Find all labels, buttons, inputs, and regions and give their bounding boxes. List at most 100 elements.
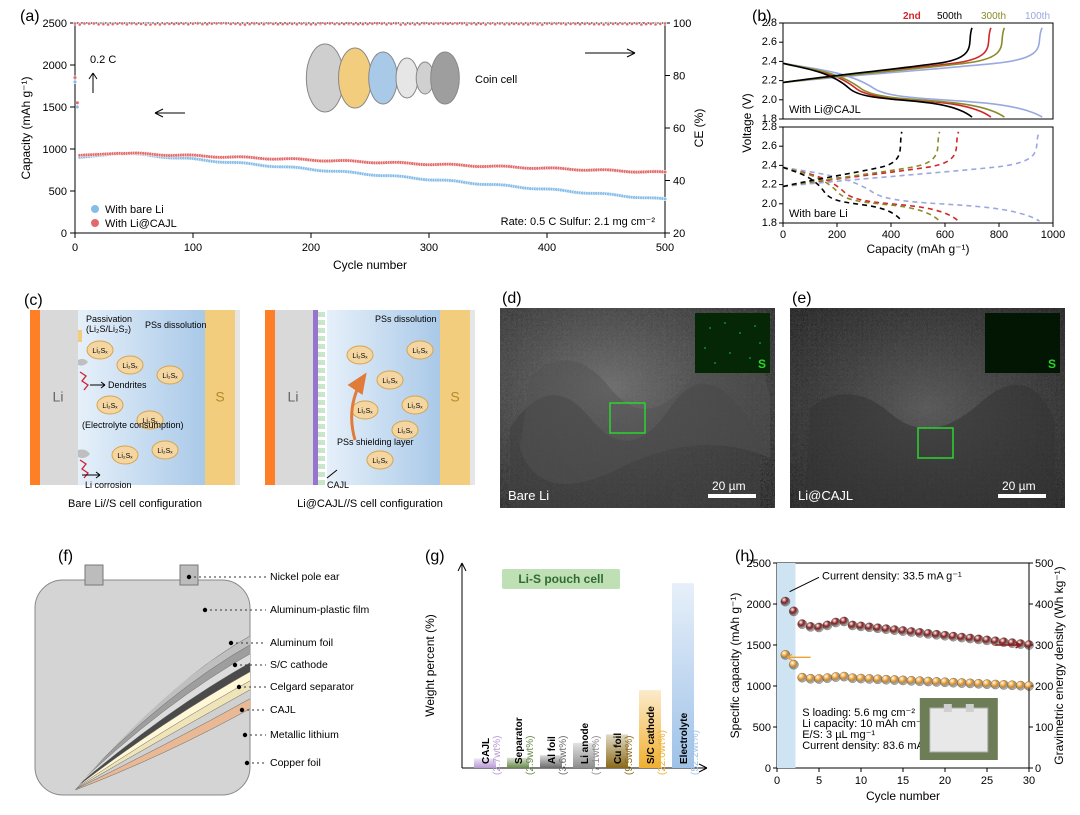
svg-text:(2.9wt%): (2.9wt%) bbox=[525, 736, 536, 775]
svg-text:Dendrites: Dendrites bbox=[108, 380, 147, 390]
svg-text:400: 400 bbox=[882, 229, 900, 241]
svg-text:Li₂Sₓ: Li₂Sₓ bbox=[92, 348, 108, 355]
svg-text:Al foil: Al foil bbox=[547, 736, 558, 764]
svg-text:100: 100 bbox=[673, 18, 691, 30]
svg-text:40: 40 bbox=[673, 176, 685, 188]
panel-b-chart: 1.82.02.22.42.62.8With Li@CAJL1.82.02.22… bbox=[735, 5, 1075, 280]
svg-text:CAJL: CAJL bbox=[327, 480, 349, 490]
svg-text:Specific capacity (mAh g⁻¹): Specific capacity (mAh g⁻¹) bbox=[728, 593, 742, 739]
svg-text:0: 0 bbox=[765, 763, 771, 775]
svg-text:Current density: 33.5 mA g⁻¹: Current density: 33.5 mA g⁻¹ bbox=[822, 570, 962, 582]
panel-f-label: (f) bbox=[58, 548, 73, 566]
svg-text:Li: Li bbox=[53, 389, 64, 405]
svg-text:Gravimetric energy density (Wh: Gravimetric energy density (Wh kg⁻¹) bbox=[1052, 566, 1066, 764]
svg-text:(3.6wt%): (3.6wt%) bbox=[558, 736, 569, 775]
svg-text:Voltage (V): Voltage (V) bbox=[740, 93, 754, 152]
svg-text:1000: 1000 bbox=[747, 681, 771, 693]
svg-text:Li₂Sₓ: Li₂Sₓ bbox=[397, 428, 413, 435]
svg-text:5: 5 bbox=[816, 775, 822, 787]
svg-text:500: 500 bbox=[1035, 558, 1053, 570]
svg-text:2000: 2000 bbox=[43, 60, 67, 72]
svg-text:S/C cathode: S/C cathode bbox=[646, 706, 657, 764]
panel-h-chart: 0510152025300500100015002000250001002003… bbox=[725, 545, 1075, 810]
svg-text:2.8: 2.8 bbox=[762, 121, 777, 133]
svg-text:2.4: 2.4 bbox=[762, 159, 777, 171]
svg-text:Rate: 0.5 C Sulfur: 2.1 mg cm: Rate: 0.5 C Sulfur: 2.1 mg cm⁻² bbox=[501, 216, 656, 228]
svg-text:100: 100 bbox=[1035, 722, 1053, 734]
svg-text:1.8: 1.8 bbox=[762, 217, 777, 229]
svg-text:With bare Li: With bare Li bbox=[789, 208, 848, 220]
svg-text:20 µm: 20 µm bbox=[1002, 479, 1036, 493]
svg-text:Li₂Sₓ: Li₂Sₓ bbox=[407, 403, 423, 410]
panel-d-sem: S Bare Li 20 µm bbox=[500, 308, 775, 508]
svg-text:(22.0wt%): (22.0wt%) bbox=[657, 730, 668, 775]
svg-text:Copper foil: Copper foil bbox=[270, 757, 321, 769]
panel-g-label: (g) bbox=[425, 548, 445, 566]
svg-text:2.4: 2.4 bbox=[762, 55, 777, 67]
svg-text:1000: 1000 bbox=[43, 144, 67, 156]
svg-text:200: 200 bbox=[302, 242, 320, 254]
svg-text:300th: 300th bbox=[981, 11, 1006, 22]
svg-text:S: S bbox=[758, 357, 766, 371]
svg-text:Bare Li//S cell configuration: Bare Li//S cell configuration bbox=[68, 498, 202, 510]
svg-text:Capacity (mAh g⁻¹): Capacity (mAh g⁻¹) bbox=[866, 242, 969, 256]
svg-text:200: 200 bbox=[1035, 681, 1053, 693]
svg-text:20 µm: 20 µm bbox=[712, 479, 746, 493]
svg-text:400: 400 bbox=[538, 242, 556, 254]
panel-a-label: (a) bbox=[20, 8, 40, 26]
svg-text:1500: 1500 bbox=[43, 102, 67, 114]
svg-text:Cycle number: Cycle number bbox=[866, 789, 940, 803]
svg-text:Aluminum foil: Aluminum foil bbox=[270, 637, 333, 649]
panel-b-label: (b) bbox=[752, 8, 772, 26]
svg-text:Li corrosion: Li corrosion bbox=[85, 480, 132, 490]
svg-text:400: 400 bbox=[1035, 599, 1053, 611]
svg-text:60: 60 bbox=[673, 123, 685, 135]
svg-text:Aluminum-plastic film: Aluminum-plastic film bbox=[270, 604, 369, 616]
svg-text:200: 200 bbox=[828, 229, 846, 241]
svg-text:1000: 1000 bbox=[1041, 229, 1065, 241]
svg-text:500: 500 bbox=[656, 242, 674, 254]
svg-text:CE (%): CE (%) bbox=[692, 109, 706, 148]
svg-text:2.6: 2.6 bbox=[762, 36, 777, 48]
svg-text:Capacity (mAh g⁻¹): Capacity (mAh g⁻¹) bbox=[19, 76, 33, 179]
svg-text:300: 300 bbox=[1035, 640, 1053, 652]
svg-text:500th: 500th bbox=[937, 11, 962, 22]
svg-text:2nd: 2nd bbox=[903, 11, 921, 22]
panel-e-label: (e) bbox=[792, 290, 812, 308]
svg-text:Bare Li: Bare Li bbox=[508, 488, 549, 503]
svg-text:Li₂Sₓ: Li₂Sₓ bbox=[352, 353, 368, 360]
svg-text:(Electrolyte consumption): (Electrolyte consumption) bbox=[82, 420, 184, 430]
svg-text:Li₂Sₓ: Li₂Sₓ bbox=[157, 448, 173, 455]
svg-text:20: 20 bbox=[673, 228, 685, 240]
svg-text:1500: 1500 bbox=[747, 640, 771, 652]
svg-text:PSs dissolution: PSs dissolution bbox=[375, 314, 437, 324]
svg-text:2500: 2500 bbox=[43, 18, 67, 30]
svg-text:Li anode: Li anode bbox=[580, 722, 591, 764]
svg-text:S/C cathode: S/C cathode bbox=[270, 659, 328, 671]
svg-text:CAJL: CAJL bbox=[270, 704, 296, 716]
svg-text:CAJL: CAJL bbox=[481, 738, 492, 764]
svg-text:S: S bbox=[450, 389, 459, 405]
svg-text:25: 25 bbox=[981, 775, 993, 787]
svg-text:(7.1wt%): (7.1wt%) bbox=[591, 736, 602, 775]
svg-text:0: 0 bbox=[780, 229, 786, 241]
svg-text:Li@CAJL//S cell configuration: Li@CAJL//S cell configuration bbox=[297, 498, 443, 510]
svg-text:Electrolyte: Electrolyte bbox=[679, 712, 690, 764]
svg-text:With Li@CAJL: With Li@CAJL bbox=[105, 218, 177, 230]
svg-text:0: 0 bbox=[774, 775, 780, 787]
svg-text:(9.5wt%): (9.5wt%) bbox=[624, 736, 635, 775]
svg-text:20: 20 bbox=[939, 775, 951, 787]
panel-a-chart: 0100200300400500050010001500200025002040… bbox=[10, 5, 730, 280]
panel-h-label: (h) bbox=[735, 548, 755, 566]
svg-text:Coin cell: Coin cell bbox=[475, 74, 517, 86]
svg-text:Separator: Separator bbox=[514, 717, 525, 764]
svg-text:100th: 100th bbox=[1025, 11, 1050, 22]
panel-d-label: (d) bbox=[502, 290, 522, 308]
panel-c-schematic: LiSLi₂SₓLi₂SₓLi₂SₓLi₂SₓLi₂SₓLi₂SₓLi₂SₓPa… bbox=[10, 290, 495, 535]
svg-text:Weight percent (%): Weight percent (%) bbox=[423, 614, 437, 717]
svg-text:PSs shielding layer: PSs shielding layer bbox=[337, 437, 414, 447]
svg-text:Li₂Sₓ: Li₂Sₓ bbox=[357, 408, 373, 415]
svg-text:2.2: 2.2 bbox=[762, 75, 777, 87]
svg-text:Metallic lithium: Metallic lithium bbox=[270, 729, 339, 741]
svg-text:2.6: 2.6 bbox=[762, 140, 777, 152]
